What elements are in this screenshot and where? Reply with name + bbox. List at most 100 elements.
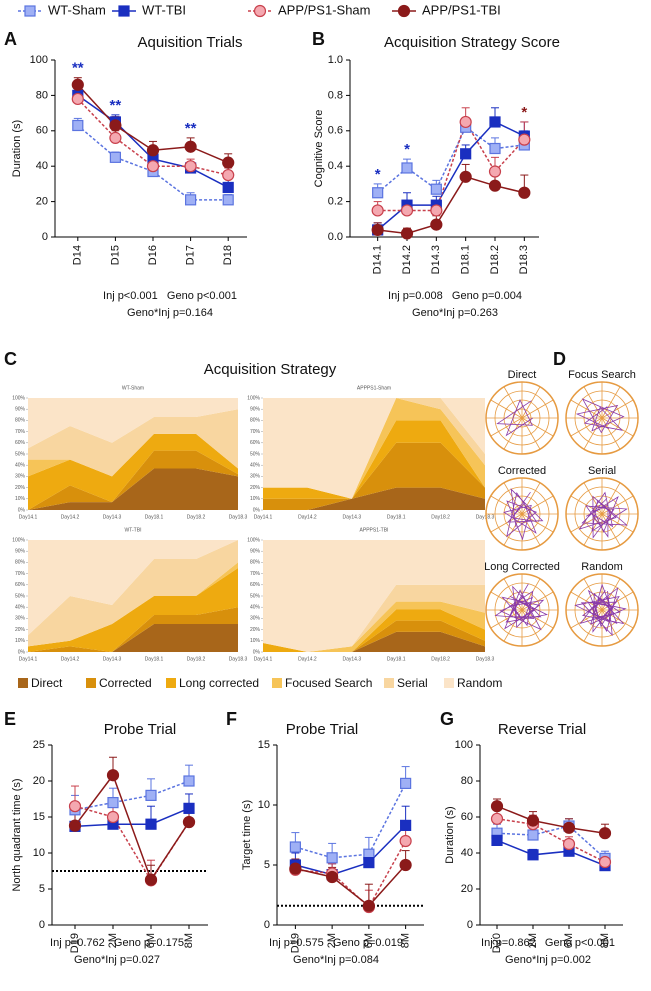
series-line <box>496 839 606 867</box>
data-point <box>72 119 84 132</box>
pool-spoke <box>601 513 621 546</box>
legend-label: WT-Sham <box>48 2 106 17</box>
series-line <box>77 124 229 201</box>
y-tick-label: 20 <box>33 775 45 787</box>
y-tick-label: 80 <box>36 89 48 101</box>
legend-label: APP/PS1-TBI <box>422 2 501 17</box>
x-tick-label: Day18.2 <box>431 656 450 662</box>
chart-title: Probe Trial <box>286 721 359 738</box>
significance: ** <box>185 120 197 137</box>
y-tick-label: 30% <box>15 616 26 622</box>
y-tick-label: 90% <box>15 549 26 555</box>
data-point <box>289 862 302 875</box>
legend-label: Corrected <box>99 676 152 690</box>
data-point <box>430 204 443 217</box>
y-tick-label: 0% <box>253 649 261 655</box>
y-tick-label: 90% <box>250 549 261 555</box>
y-tick-label: 30% <box>250 474 261 480</box>
data-point <box>491 834 503 847</box>
stats-text: Geno*Inj p=0.084 <box>293 954 379 966</box>
pool-spoke <box>601 513 634 533</box>
x-tick-label: Day14.2 <box>61 514 80 520</box>
subplot-title: WT-Sham <box>122 385 144 391</box>
y-tick-label: 100 <box>455 739 473 751</box>
data-point <box>400 204 414 217</box>
x-tick-label: 2M <box>107 933 119 948</box>
series-line <box>74 780 190 811</box>
y-tick-label: 10 <box>33 847 45 859</box>
data-point <box>562 837 576 851</box>
y-axis-label: North quadrant time (s) <box>11 778 23 891</box>
x-tick-label: D14.3 <box>430 245 442 274</box>
data-point <box>489 116 501 128</box>
stats-text: Inj p=0.762 Geno p=0.175 <box>50 937 184 949</box>
y-tick-label: 10% <box>15 496 26 502</box>
data-point <box>68 800 82 813</box>
data-point <box>518 186 531 199</box>
y-axis-label: Duration (s) <box>11 120 23 177</box>
data-point <box>146 144 160 157</box>
swim-path <box>494 583 549 631</box>
legend-swatch <box>18 678 28 688</box>
x-tick-label: D15 <box>109 245 121 265</box>
pool-spoke <box>570 399 603 419</box>
stats-text: Inj p<0.001 Geno p<0.001 <box>103 290 237 302</box>
series-line <box>496 805 606 834</box>
data-point <box>401 162 413 174</box>
subplot-title: APPPS1-Sham <box>357 385 391 391</box>
data-point <box>489 142 501 155</box>
area-segment <box>263 631 485 652</box>
series-line <box>377 120 525 212</box>
data-point <box>400 819 412 832</box>
panel-letter: C <box>4 349 17 369</box>
data-point <box>460 148 472 160</box>
y-tick-label: 5 <box>264 859 270 871</box>
y-tick-label: 5 <box>39 883 45 895</box>
stats-text: Inj p=0.575 Geno p=0.019 <box>269 937 403 949</box>
pool-spoke <box>521 386 541 419</box>
x-tick-label: 6M <box>563 933 575 948</box>
y-tick-label: 20% <box>250 627 261 633</box>
data-point <box>363 856 375 869</box>
area-segment <box>28 540 238 647</box>
stats-text: Geno*Inj p=0.263 <box>412 307 498 319</box>
pool-spoke <box>601 417 621 450</box>
legend-label: Focused Search <box>285 676 372 690</box>
pool-spoke <box>503 386 523 419</box>
x-tick-label: D16 <box>147 245 159 265</box>
data-point <box>490 812 504 825</box>
y-axis-label: Cognitive Score <box>313 110 325 188</box>
x-tick-label: D18.3 <box>518 245 530 274</box>
y-tick-label: 60 <box>461 811 473 823</box>
stats-text: Geno*Inj p=0.002 <box>505 954 591 966</box>
pool-spoke <box>521 513 554 533</box>
y-tick-label: 0.0 <box>328 231 343 243</box>
legend-swatch <box>444 678 454 688</box>
area-segment <box>263 609 485 652</box>
x-tick-label: D19 <box>69 933 81 953</box>
y-tick-label: 80 <box>461 775 473 787</box>
data-point <box>527 849 539 861</box>
x-tick-label: Day18.2 <box>187 656 206 662</box>
diagram-label: Long Corrected <box>484 561 560 573</box>
y-tick-label: 70% <box>15 429 26 435</box>
area-segment <box>263 601 485 652</box>
y-tick-label: 0.2 <box>328 196 343 208</box>
area-segment <box>28 398 238 449</box>
subplot-title: APPPS1-TBI <box>360 527 389 533</box>
data-point <box>109 119 122 132</box>
data-point <box>326 852 338 864</box>
pool-spoke <box>583 578 603 611</box>
pool-spoke <box>601 417 634 437</box>
y-tick-label: 100% <box>247 395 260 401</box>
legend-label: Long corrected <box>179 676 259 690</box>
data-point <box>182 815 196 829</box>
y-tick-label: 100% <box>12 395 25 401</box>
area-segment <box>28 450 238 510</box>
data-point <box>145 818 157 830</box>
data-point <box>71 78 84 91</box>
y-tick-label: 0 <box>264 919 270 931</box>
data-point <box>527 829 539 841</box>
panel-letter: A <box>4 29 17 49</box>
x-tick-label: D20 <box>491 933 503 953</box>
